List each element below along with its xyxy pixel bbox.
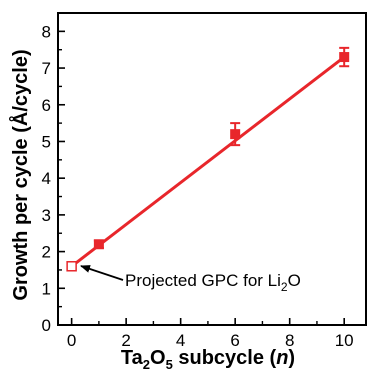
data-point [230, 129, 241, 140]
plot-frame [57, 12, 367, 326]
projected-point [66, 261, 77, 272]
y-tick-label: 3 [42, 206, 51, 225]
x-axis-title: Ta2O5 subcycle (n) [121, 347, 295, 372]
y-tick-label: 4 [42, 169, 51, 188]
y-tick-label: 5 [42, 132, 51, 151]
y-tick-label: 6 [42, 96, 51, 115]
x-tick-label: 4 [176, 331, 185, 350]
fit-line [70, 55, 346, 268]
x-tick-label: 0 [67, 331, 76, 350]
data-point [339, 52, 350, 63]
x-tick-label: 8 [285, 331, 294, 350]
x-tick-label: 10 [335, 331, 354, 350]
y-tick-label: 8 [42, 22, 51, 41]
y-tick-label: 2 [42, 243, 51, 262]
data-point [93, 239, 104, 250]
y-tick-label: 1 [42, 279, 51, 298]
y-tick-label: 0 [42, 316, 51, 335]
x-tick-label: 6 [230, 331, 239, 350]
y-tick-label: 7 [42, 59, 51, 78]
y-axis-title: Growth per cycle (Å/cycle) [8, 49, 32, 300]
annotation-arrow [80, 265, 124, 281]
x-tick-label: 2 [121, 331, 130, 350]
annotation-label: Projected GPC for Li2O [125, 271, 301, 294]
